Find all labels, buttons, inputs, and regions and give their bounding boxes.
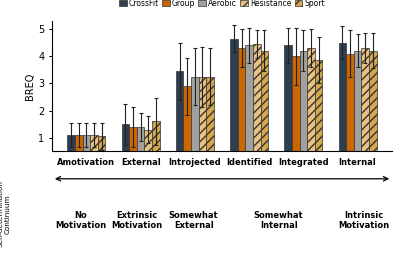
Bar: [199, 77, 206, 165]
Bar: [230, 39, 238, 165]
Bar: [292, 56, 300, 165]
Bar: [75, 135, 83, 165]
Bar: [152, 121, 160, 165]
Bar: [300, 51, 307, 165]
Bar: [238, 48, 245, 165]
Bar: [338, 43, 346, 165]
Bar: [144, 130, 152, 165]
Text: Somewhat
External: Somewhat External: [169, 211, 218, 230]
Bar: [284, 45, 292, 165]
Bar: [176, 71, 184, 165]
Text: Self-determination
Continuum: Self-determination Continuum: [0, 181, 10, 247]
Bar: [137, 127, 144, 165]
Bar: [253, 44, 260, 165]
Bar: [361, 48, 369, 165]
Text: Extrinsic
Motivation: Extrinsic Motivation: [112, 211, 162, 230]
Bar: [307, 48, 315, 165]
Legend: CrossFit, Group, Aerobic, Resistance, Sport: CrossFit, Group, Aerobic, Resistance, Sp…: [116, 0, 328, 11]
Bar: [191, 77, 199, 165]
Text: Intrinsic
Motivation: Intrinsic Motivation: [338, 211, 389, 230]
Bar: [122, 124, 129, 165]
Bar: [98, 137, 106, 165]
Y-axis label: BREQ: BREQ: [25, 73, 35, 100]
Bar: [129, 127, 137, 165]
Bar: [346, 54, 354, 165]
Text: Somewhat
Internal: Somewhat Internal: [254, 211, 304, 230]
Bar: [260, 51, 268, 165]
Bar: [369, 51, 376, 165]
Bar: [90, 135, 98, 165]
Bar: [68, 135, 75, 165]
Bar: [245, 45, 253, 165]
Text: No
Motivation: No Motivation: [55, 211, 106, 230]
Bar: [315, 60, 322, 165]
Bar: [184, 86, 191, 165]
Bar: [354, 51, 361, 165]
Bar: [83, 135, 90, 165]
Bar: [206, 77, 214, 165]
